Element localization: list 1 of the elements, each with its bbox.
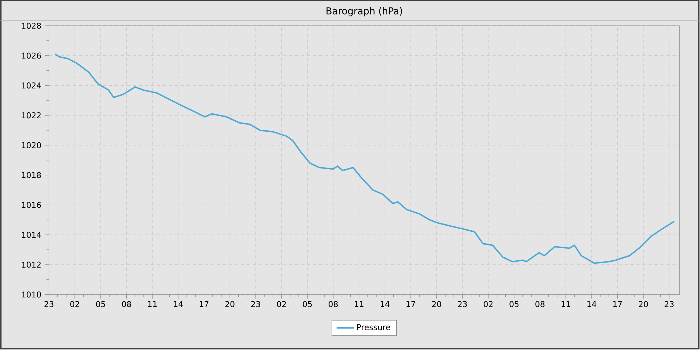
chart-title: Barograph (hPa): [326, 8, 402, 17]
